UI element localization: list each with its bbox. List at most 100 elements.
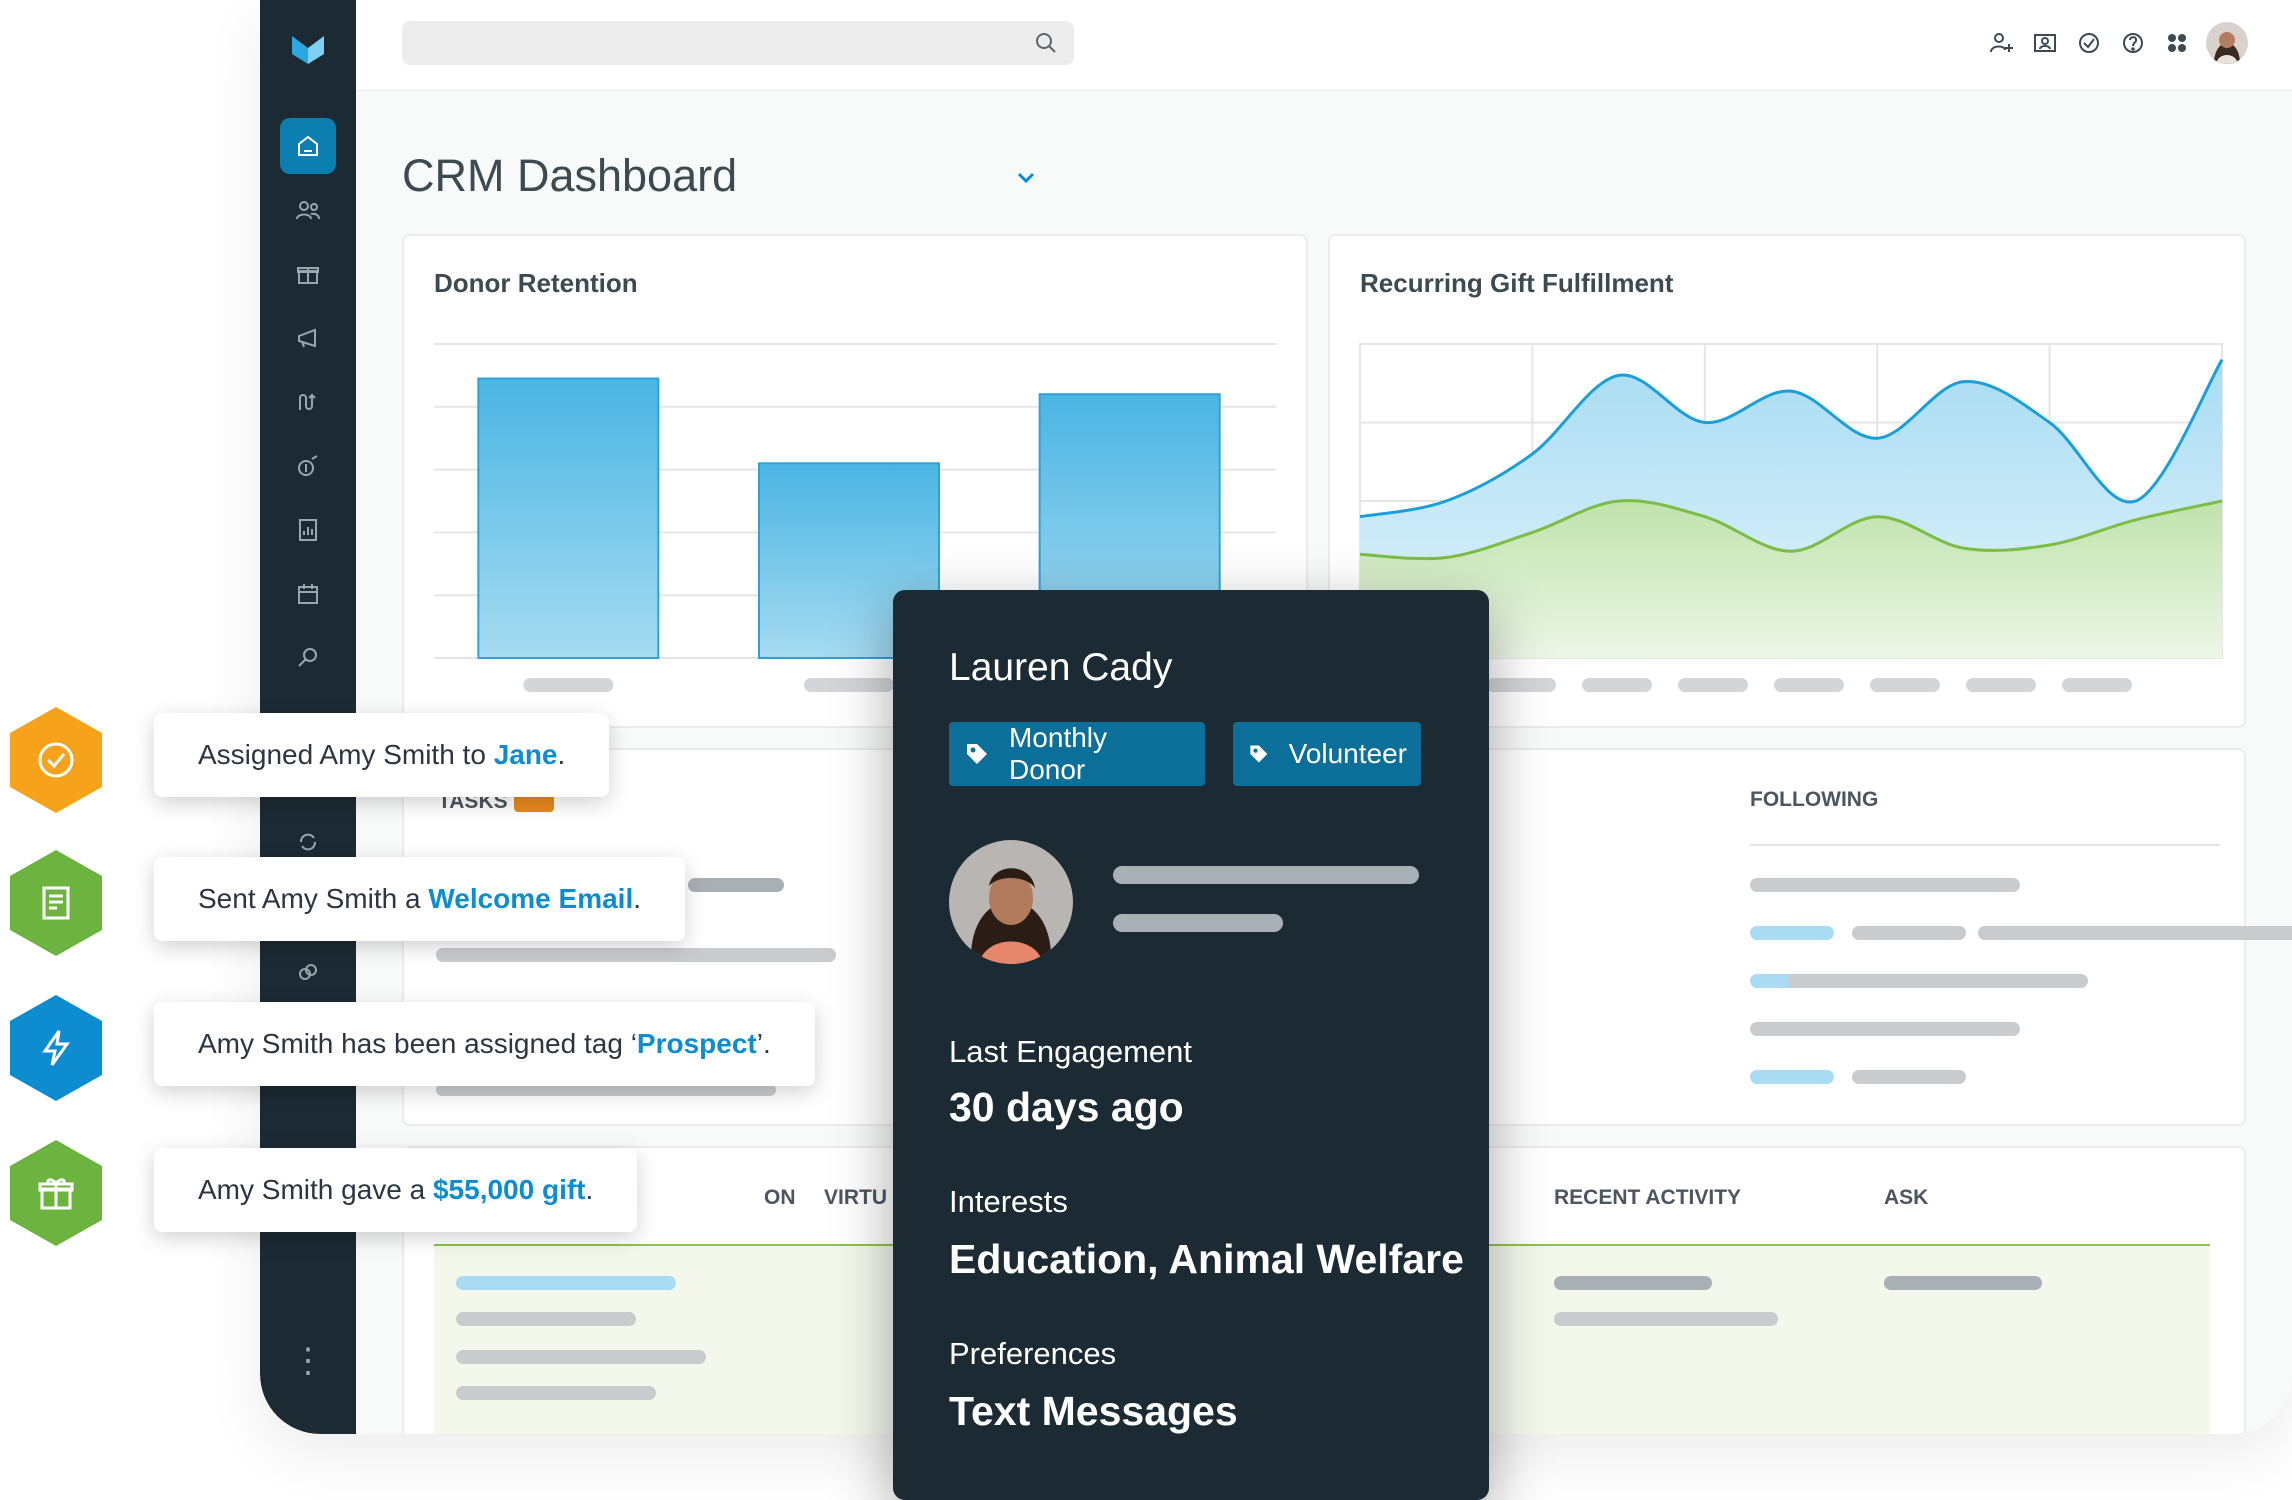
series-area	[1360, 500, 2222, 658]
nav-reports-icon[interactable]	[280, 502, 336, 558]
nav-donations-icon[interactable]	[280, 438, 336, 494]
table-skeleton	[456, 1276, 676, 1290]
table-skeleton	[1884, 1276, 2042, 1290]
x-tick-label	[804, 678, 894, 692]
table-header-cell: ASK	[1884, 1186, 1929, 1209]
task-skeleton	[688, 878, 784, 892]
activity-text: Amy Smith has been assigned tag ‘	[198, 1028, 637, 1059]
nav-gifts-icon[interactable]	[280, 246, 336, 302]
following-skeleton	[1852, 926, 1966, 940]
table-skeleton	[1554, 1312, 1778, 1326]
search-icon	[1036, 33, 1056, 53]
following-skeleton	[1852, 1070, 1966, 1084]
table-header-cell: RECENT ACTIVITY	[1554, 1186, 1742, 1209]
tasks-count-badge	[514, 792, 554, 812]
table-skeleton	[456, 1386, 656, 1400]
following-skeleton	[1750, 926, 1834, 940]
x-tick-label	[1582, 678, 1652, 692]
following-skeleton	[1978, 926, 2292, 940]
x-tick-label	[1486, 678, 1556, 692]
activity-text: Assigned Amy Smith to	[198, 739, 494, 770]
preferences-value: Text Messages	[949, 1388, 1238, 1434]
recurring-gift-title: Recurring Gift Fulfillment	[1360, 268, 1674, 298]
top-icons	[1986, 22, 2248, 64]
nav-journeys-icon[interactable]	[280, 374, 336, 430]
series-line	[1359, 358, 2224, 519]
activity-email-badge	[6, 848, 106, 958]
tag-volunteer[interactable]: Volunteer	[1233, 722, 1421, 786]
activity-link[interactable]: Jane	[493, 739, 558, 770]
nav-search-icon[interactable]	[280, 630, 336, 686]
document-icon	[42, 886, 70, 920]
tag-monthly-donor[interactable]: Monthly Donor	[949, 722, 1205, 786]
nav-home-icon[interactable]	[280, 118, 336, 174]
activity-text: .	[585, 1174, 594, 1205]
interests-value: Education, Animal Welfare	[949, 1236, 1464, 1282]
activity-notification[interactable]: Amy Smith gave a $55,000 gift.	[154, 1148, 638, 1232]
activity-text: .	[557, 739, 566, 770]
activity-notification[interactable]: Amy Smith has been assigned tag ‘Prospec…	[154, 1002, 815, 1086]
activity-gift-badge	[6, 1138, 106, 1248]
nav-constituents-icon[interactable]	[280, 182, 336, 238]
task-skeleton	[436, 948, 836, 962]
profile-skeleton	[1113, 914, 1283, 932]
following-skeleton	[1788, 974, 2088, 988]
lightning-icon	[42, 1030, 70, 1066]
last-engagement-value: 30 days ago	[949, 1084, 1184, 1130]
task-skeleton	[436, 1084, 776, 1096]
constituent-profile-card[interactable]: Lauren Cady Monthly Donor Volunteer Last…	[893, 590, 1489, 1500]
activity-text: .	[633, 883, 642, 914]
add-user-icon[interactable]	[1986, 28, 2016, 58]
following-label: FOLLOWING	[1750, 788, 1879, 811]
x-tick-label	[1966, 678, 2036, 692]
following-divider	[1750, 844, 2220, 846]
table-skeleton	[456, 1350, 706, 1364]
table-skeleton	[1554, 1276, 1712, 1290]
nav-sync-icon[interactable]	[280, 814, 336, 870]
app-logo-icon[interactable]	[288, 28, 328, 68]
tag-label: Monthly Donor	[1008, 722, 1108, 785]
chevron-down-icon[interactable]	[1010, 162, 1042, 194]
profile-name: Lauren Cady	[949, 646, 1173, 689]
top-bar	[356, 0, 2292, 91]
preferences-label: Preferences	[949, 1336, 1117, 1371]
table-skeleton	[456, 1312, 636, 1326]
last-engagement-label: Last Engagement	[949, 1034, 1193, 1069]
activity-check-badge	[6, 705, 106, 815]
x-tick-label	[2062, 678, 2132, 692]
tag-icon	[1250, 745, 1268, 763]
following-skeleton	[1750, 1022, 2020, 1036]
contact-card-icon[interactable]	[2030, 28, 2060, 58]
tasks-check-icon[interactable]	[2074, 28, 2104, 58]
x-tick-label	[1774, 678, 1844, 692]
nav-calendar-icon[interactable]	[280, 566, 336, 622]
activity-link[interactable]: Prospect	[636, 1028, 757, 1059]
apps-grid-icon[interactable]	[2162, 28, 2192, 58]
more-menu-icon[interactable]: ⋮	[291, 1342, 325, 1380]
nav-integrations-icon[interactable]	[280, 944, 336, 1000]
following-skeleton	[1750, 878, 2020, 892]
x-tick-label	[523, 678, 614, 692]
series-line	[1359, 499, 2223, 561]
page-title: CRM Dashboard	[402, 150, 738, 201]
bar	[477, 377, 660, 659]
following-skeleton	[1750, 1070, 1834, 1084]
activity-notification[interactable]: Sent Amy Smith a Welcome Email.	[154, 857, 686, 941]
search-input[interactable]	[402, 21, 1074, 65]
table-header-cell: ON	[764, 1186, 796, 1209]
recurring-gift-chart	[1359, 343, 2224, 692]
activity-link[interactable]: Welcome Email	[428, 883, 634, 914]
check-circle-icon	[38, 742, 74, 778]
x-tick-label	[1870, 678, 1940, 692]
activity-text: Sent Amy Smith a	[198, 883, 429, 914]
user-avatar[interactable]	[2206, 22, 2248, 64]
activity-text: Amy Smith gave a	[198, 1174, 433, 1205]
activity-link[interactable]: $55,000 gift	[432, 1174, 586, 1205]
table-header-cell: VIRTU	[824, 1186, 887, 1209]
nav-campaigns-icon[interactable]	[280, 310, 336, 366]
profile-skeleton	[1113, 866, 1419, 884]
help-icon[interactable]	[2118, 28, 2148, 58]
profile-avatar	[949, 840, 1073, 964]
activity-notification[interactable]: Assigned Amy Smith to Jane.	[154, 713, 610, 797]
gift-icon	[38, 1178, 74, 1210]
